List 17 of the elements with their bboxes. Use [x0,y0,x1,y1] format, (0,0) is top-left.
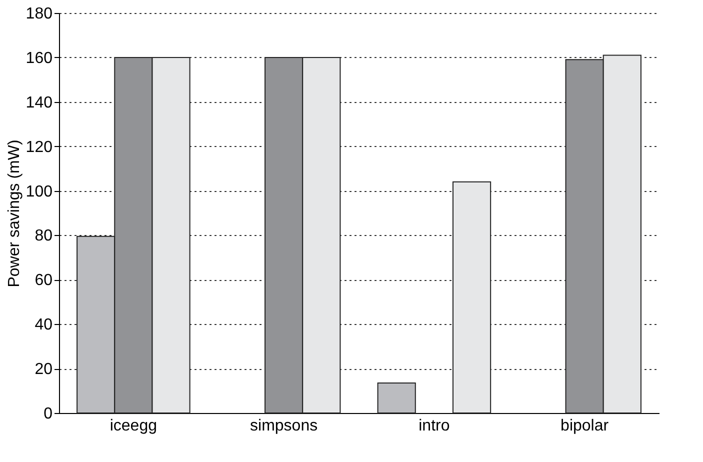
y-tick-label: 160 [26,50,53,67]
x-tick-label: intro [418,418,450,434]
y-tick-label: 60 [34,272,53,290]
y-tick-label: 140 [26,94,53,112]
y-tick-label: 100 [26,183,53,200]
bar [452,181,492,414]
y-tick-label: 80 [34,228,53,245]
y-tick-label: 40 [34,316,53,334]
y-axis-title: Power savings (mW) [6,140,23,288]
x-tick-label: simpsons [250,418,318,434]
y-tick-label: 20 [34,361,53,378]
y-tick-label: 180 [26,6,53,22]
x-tick-label: bipolar [560,418,610,434]
x-tick-label: iceegg [110,418,158,434]
y-tick-label: 120 [26,138,53,156]
bar [377,382,416,414]
y-tick-label: 0 [44,406,53,422]
